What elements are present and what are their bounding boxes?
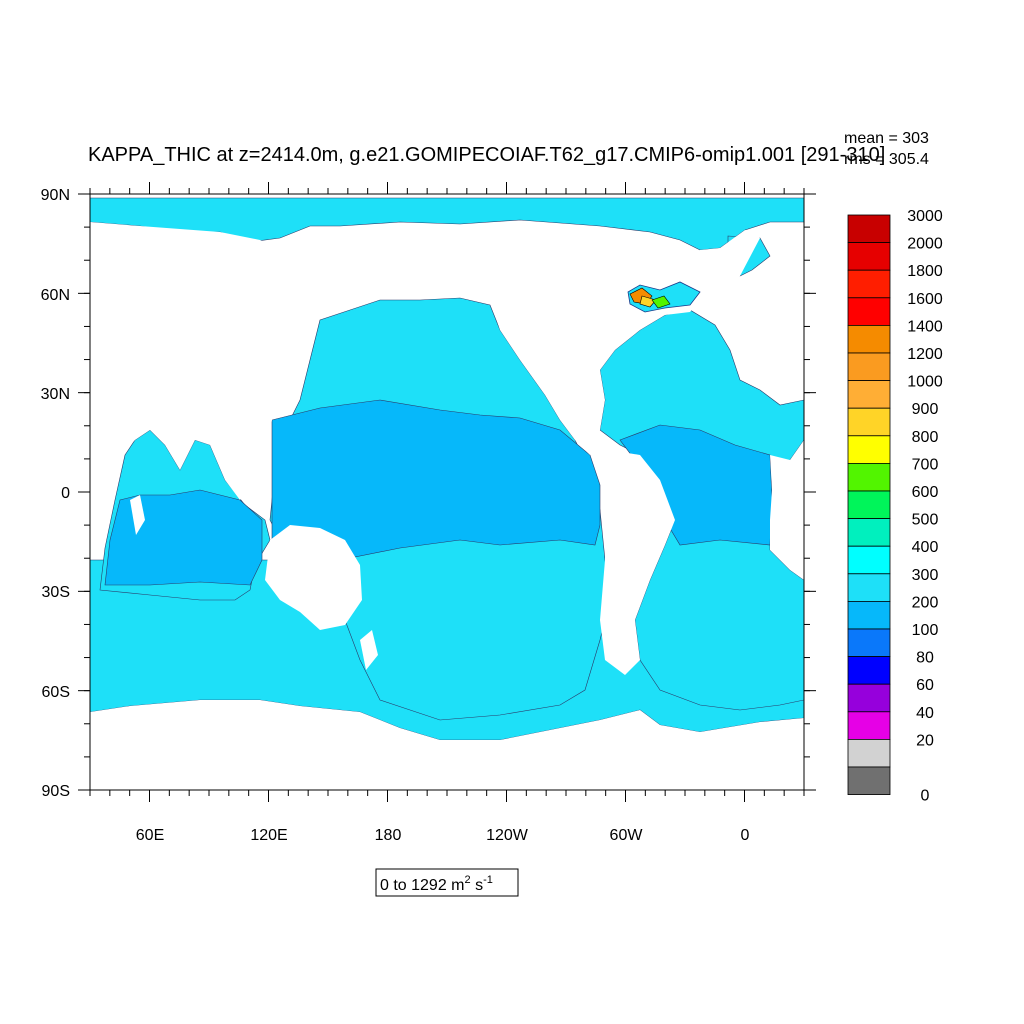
colorbar-label: 200 bbox=[912, 594, 939, 611]
colorbar-label: 1200 bbox=[907, 346, 943, 363]
range-box-frame bbox=[375, 868, 519, 897]
colorbar-label: 80 bbox=[916, 650, 934, 667]
colorbar-label: 40 bbox=[916, 705, 934, 722]
colorbar-swatch bbox=[847, 242, 891, 271]
plot-title: KAPPA_THIC at z=2414.0m, g.e21.GOMIPECOI… bbox=[88, 144, 885, 166]
colorbar: 3000200018001600140012001000900800700600… bbox=[847, 208, 943, 805]
lat-tick-label: 60S bbox=[42, 684, 70, 701]
colorbar-swatch bbox=[847, 573, 891, 602]
range-sup-2: -1 bbox=[483, 874, 493, 886]
colorbar-swatch bbox=[847, 628, 891, 658]
lat-tick-label: 30S bbox=[42, 584, 70, 601]
asia-landmass bbox=[90, 222, 320, 500]
colorbar-swatch bbox=[847, 269, 891, 299]
colorbar-swatch bbox=[847, 711, 891, 740]
colorbar-label: 700 bbox=[912, 456, 939, 473]
madagascar-landmass bbox=[130, 495, 145, 535]
lat-tick-label: 30N bbox=[41, 386, 70, 403]
lon-tick-label: 0 bbox=[741, 827, 750, 844]
continents bbox=[90, 222, 804, 790]
lon-tick-label: 120E bbox=[250, 827, 287, 844]
range-box: 0 to 1292 m2 s-1 bbox=[375, 868, 519, 897]
colorbar-swatch bbox=[847, 739, 891, 768]
colorbar-swatch bbox=[847, 601, 891, 630]
colorbar-label: 1000 bbox=[907, 374, 943, 391]
colorbar-label: 800 bbox=[912, 429, 939, 446]
colorbar-label: 100 bbox=[912, 622, 939, 639]
colorbar-label: 20 bbox=[916, 732, 934, 749]
colorbar-swatch bbox=[847, 518, 891, 547]
colorbar-swatch bbox=[847, 656, 891, 685]
range-mid: s bbox=[471, 877, 483, 894]
colorbar-label: 3000 bbox=[907, 208, 943, 225]
colorbar-swatch bbox=[847, 297, 891, 326]
tropical-indian-band bbox=[104, 489, 263, 586]
hotspot-yellow bbox=[639, 295, 657, 308]
lat-tick-label: 0 bbox=[61, 485, 70, 502]
colorbar-swatch bbox=[847, 214, 891, 244]
australia-landmass bbox=[265, 525, 362, 630]
colorbar-label: 0 bbox=[921, 788, 930, 805]
colorbar-swatch bbox=[847, 683, 891, 713]
colorbar-swatch bbox=[847, 545, 891, 575]
colorbar-swatch bbox=[847, 324, 891, 354]
colorbar-swatch bbox=[847, 435, 891, 464]
lon-tick-label: 180 bbox=[375, 827, 402, 844]
colorbar-label: 1400 bbox=[907, 318, 943, 335]
colorbar-label: 600 bbox=[912, 484, 939, 501]
colorbar-swatch bbox=[847, 462, 891, 492]
rms-stat: rms = 305.4 bbox=[844, 151, 929, 168]
hotspot-green bbox=[651, 295, 671, 309]
colorbar-label: 500 bbox=[912, 512, 939, 529]
south-america-landmass bbox=[600, 450, 675, 675]
lon-tick-label: 60E bbox=[136, 827, 164, 844]
lon-tick-label: 60W bbox=[610, 827, 644, 844]
range-sup-1: 2 bbox=[465, 874, 471, 886]
colorbar-swatch bbox=[847, 380, 891, 409]
antarctica-landmass bbox=[90, 700, 804, 790]
lat-tick-label: 90S bbox=[42, 783, 70, 800]
colorbar-swatch bbox=[847, 766, 891, 796]
colorbar-label: 900 bbox=[912, 401, 939, 418]
colorbar-swatch bbox=[847, 407, 891, 437]
tropical-band bbox=[104, 399, 773, 586]
colorbar-label: 60 bbox=[916, 677, 934, 694]
colorbar-swatch bbox=[847, 352, 891, 382]
new-zealand-landmass bbox=[360, 630, 378, 670]
colorbar-label: 1600 bbox=[907, 291, 943, 308]
lat-tick-label: 90N bbox=[41, 187, 70, 204]
lon-tick-label: 120W bbox=[486, 827, 529, 844]
colorbar-label: 1800 bbox=[907, 263, 943, 280]
axis-ticks bbox=[78, 182, 816, 802]
map-panel: 90N 60N 30N 0 30S 60S 90S 60E 120E 180 1… bbox=[41, 182, 816, 844]
colorbar-swatch bbox=[847, 490, 891, 520]
colorbar-label: 400 bbox=[912, 539, 939, 556]
lat-tick-label: 60N bbox=[41, 287, 70, 304]
axis-tick-labels: 90N 60N 30N 0 30S 60S 90S 60E 120E 180 1… bbox=[41, 187, 750, 844]
range-label: 0 to 1292 m2 s-1 bbox=[380, 874, 493, 894]
mean-stat: mean = 303 bbox=[844, 130, 929, 147]
greenland-landmass bbox=[690, 230, 760, 300]
colorbar-label: 2000 bbox=[907, 236, 943, 253]
africa-landmass bbox=[770, 440, 804, 580]
labrador-sea-hotspot bbox=[627, 281, 701, 313]
colorbar-label: 300 bbox=[912, 567, 939, 584]
range-prefix: 0 to 1292 m bbox=[380, 877, 465, 894]
